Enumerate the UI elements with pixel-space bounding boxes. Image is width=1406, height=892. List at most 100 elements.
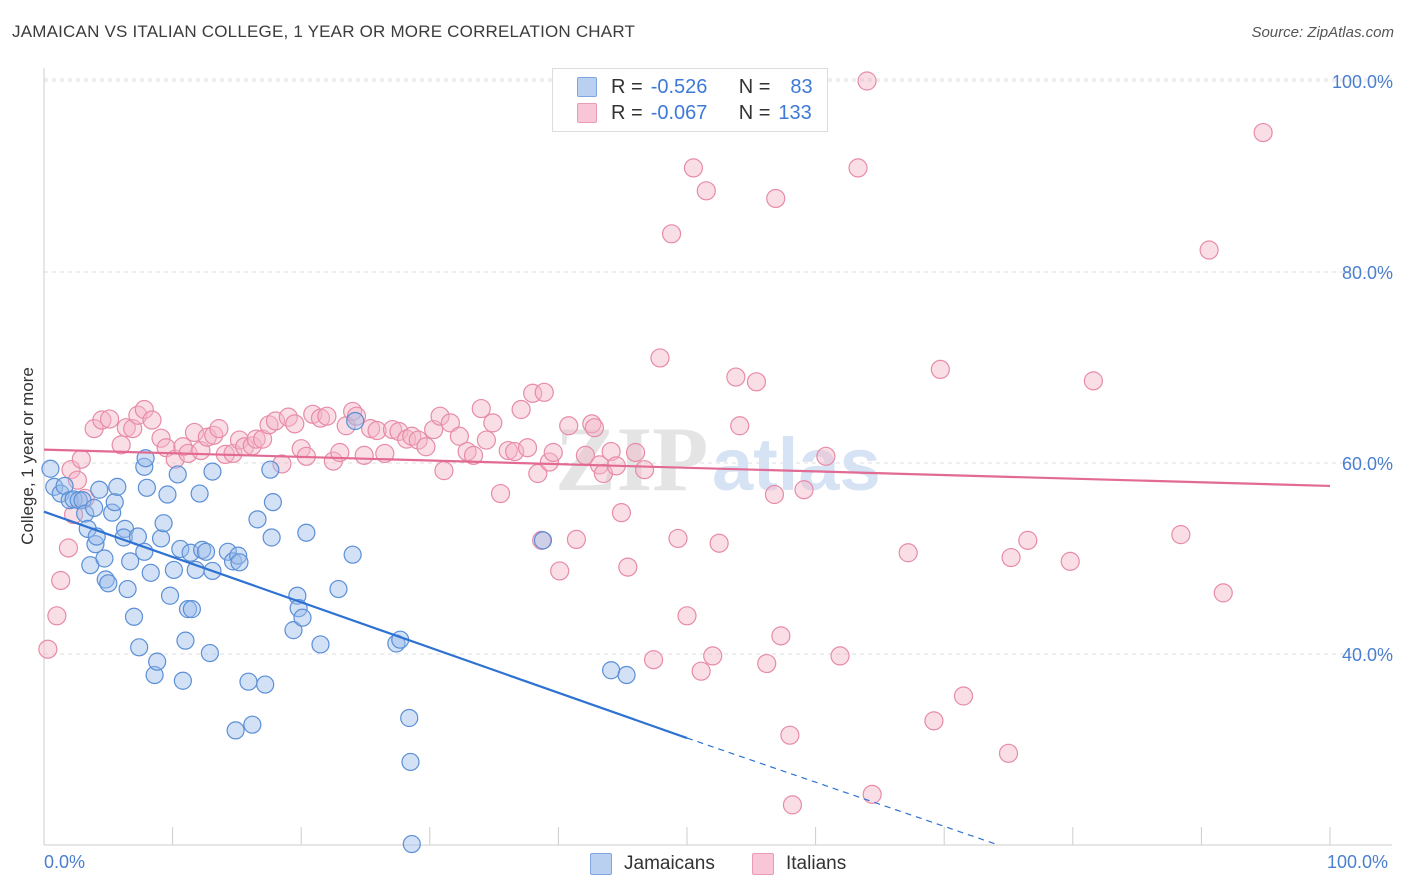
- italian-point: [1001, 547, 1021, 568]
- italian-point: [449, 426, 469, 446]
- x-tick-right: 100.0%: [1327, 852, 1389, 872]
- x-tick-left: 0.0%: [44, 852, 86, 872]
- axes: [43, 68, 1392, 846]
- italian-point: [782, 795, 803, 815]
- italian-point: [71, 449, 91, 469]
- jamaican-point: [230, 553, 249, 572]
- jamaican-point: [141, 563, 160, 582]
- jamaicans-trend-line: [43, 510, 688, 740]
- italian-point: [924, 711, 944, 731]
- italian-point: [543, 442, 563, 463]
- italian-point: [517, 438, 538, 458]
- legend-swatch-italians: [752, 853, 774, 875]
- jamaican-point: [256, 675, 275, 694]
- italian-point: [483, 413, 503, 433]
- italian-point: [1083, 371, 1103, 391]
- italian-point: [534, 382, 554, 402]
- italian-point: [1213, 583, 1233, 603]
- italian-point: [703, 646, 723, 666]
- italian-point: [434, 461, 454, 481]
- italian-point: [998, 743, 1019, 763]
- italian-point: [430, 406, 450, 426]
- italian-point: [550, 561, 570, 581]
- jamaican-point: [262, 528, 281, 547]
- jamaican-point: [105, 493, 124, 512]
- jamaican-point: [226, 721, 245, 740]
- jamaican-point: [95, 549, 114, 568]
- italian-point: [476, 430, 496, 450]
- y-tick-labels: 40.0% 60.0% 80.0% 100.0%: [1332, 72, 1393, 665]
- italian-point: [634, 460, 655, 480]
- italian-point: [930, 359, 950, 380]
- italians-points: [38, 71, 1273, 815]
- italian-point: [780, 725, 800, 745]
- italian-point: [463, 445, 484, 465]
- italian-point: [677, 606, 697, 626]
- legend-item-italians: Italians: [752, 850, 846, 878]
- italian-point: [1060, 551, 1080, 571]
- jamaican-point: [90, 480, 109, 499]
- jamaican-point: [182, 600, 201, 619]
- italian-point: [650, 348, 670, 368]
- italian-point: [898, 543, 918, 563]
- jamaican-point: [533, 531, 553, 550]
- italian-point: [265, 411, 286, 431]
- italian-point: [1253, 122, 1273, 143]
- legend-swatch-jamaicans: [577, 77, 597, 97]
- italian-point: [683, 158, 704, 178]
- italian-point: [92, 410, 112, 430]
- jamaican-point: [200, 643, 219, 663]
- jamaican-point: [218, 542, 237, 561]
- italian-point: [601, 441, 621, 462]
- italian-point: [611, 503, 632, 523]
- jamaican-point: [160, 586, 180, 605]
- italian-point: [209, 419, 229, 439]
- jamaican-point: [86, 535, 105, 554]
- italian-point: [696, 181, 716, 201]
- italian-point: [584, 418, 605, 438]
- legend-row-italians: R = -0.067 N = 133: [577, 100, 812, 126]
- trend-lines: [43, 448, 1331, 845]
- legend-n-label: N =: [738, 75, 771, 98]
- jamaican-point: [178, 600, 198, 619]
- legend-row-jamaicans: R = -0.526 N = 83: [577, 74, 813, 100]
- italian-point: [99, 409, 120, 429]
- legend-r-label: R =: [611, 75, 643, 98]
- jamaican-point: [190, 484, 209, 503]
- italian-point: [354, 445, 374, 465]
- italian-point: [440, 413, 460, 433]
- italian-point: [61, 460, 81, 480]
- jamaican-point: [41, 459, 60, 478]
- italian-point: [625, 442, 646, 463]
- italian-point: [142, 410, 162, 430]
- legend-n-value: 83: [790, 75, 813, 98]
- legend-n-label: N =: [738, 101, 771, 124]
- italian-point: [643, 650, 664, 670]
- jamaican-point: [229, 546, 248, 565]
- legend-label-jamaicans: Jamaicans: [624, 853, 715, 874]
- italian-point: [367, 420, 387, 441]
- italian-point: [38, 639, 58, 659]
- jamaican-point: [248, 510, 267, 529]
- italian-point: [746, 372, 767, 392]
- italian-point: [111, 435, 131, 455]
- jamaican-point: [55, 476, 74, 496]
- italian-point: [794, 480, 814, 500]
- jamaican-point: [261, 460, 280, 479]
- jamaican-point: [311, 635, 330, 654]
- jamaicans-trend-extension: [686, 737, 996, 845]
- jamaican-point: [243, 715, 262, 734]
- italian-point: [668, 528, 688, 549]
- jamaican-point: [293, 608, 312, 627]
- jamaican-point: [329, 579, 348, 599]
- italian-point: [272, 454, 292, 474]
- italian-point: [317, 406, 337, 426]
- jamaican-point: [239, 672, 258, 691]
- legend-item-jamaicans: Jamaicans: [590, 850, 715, 878]
- italian-point: [691, 661, 711, 681]
- jamaican-point: [602, 661, 621, 680]
- jamaican-point: [171, 539, 190, 559]
- italian-point: [726, 367, 746, 387]
- italian-point: [58, 538, 79, 558]
- jamaican-point: [181, 543, 200, 562]
